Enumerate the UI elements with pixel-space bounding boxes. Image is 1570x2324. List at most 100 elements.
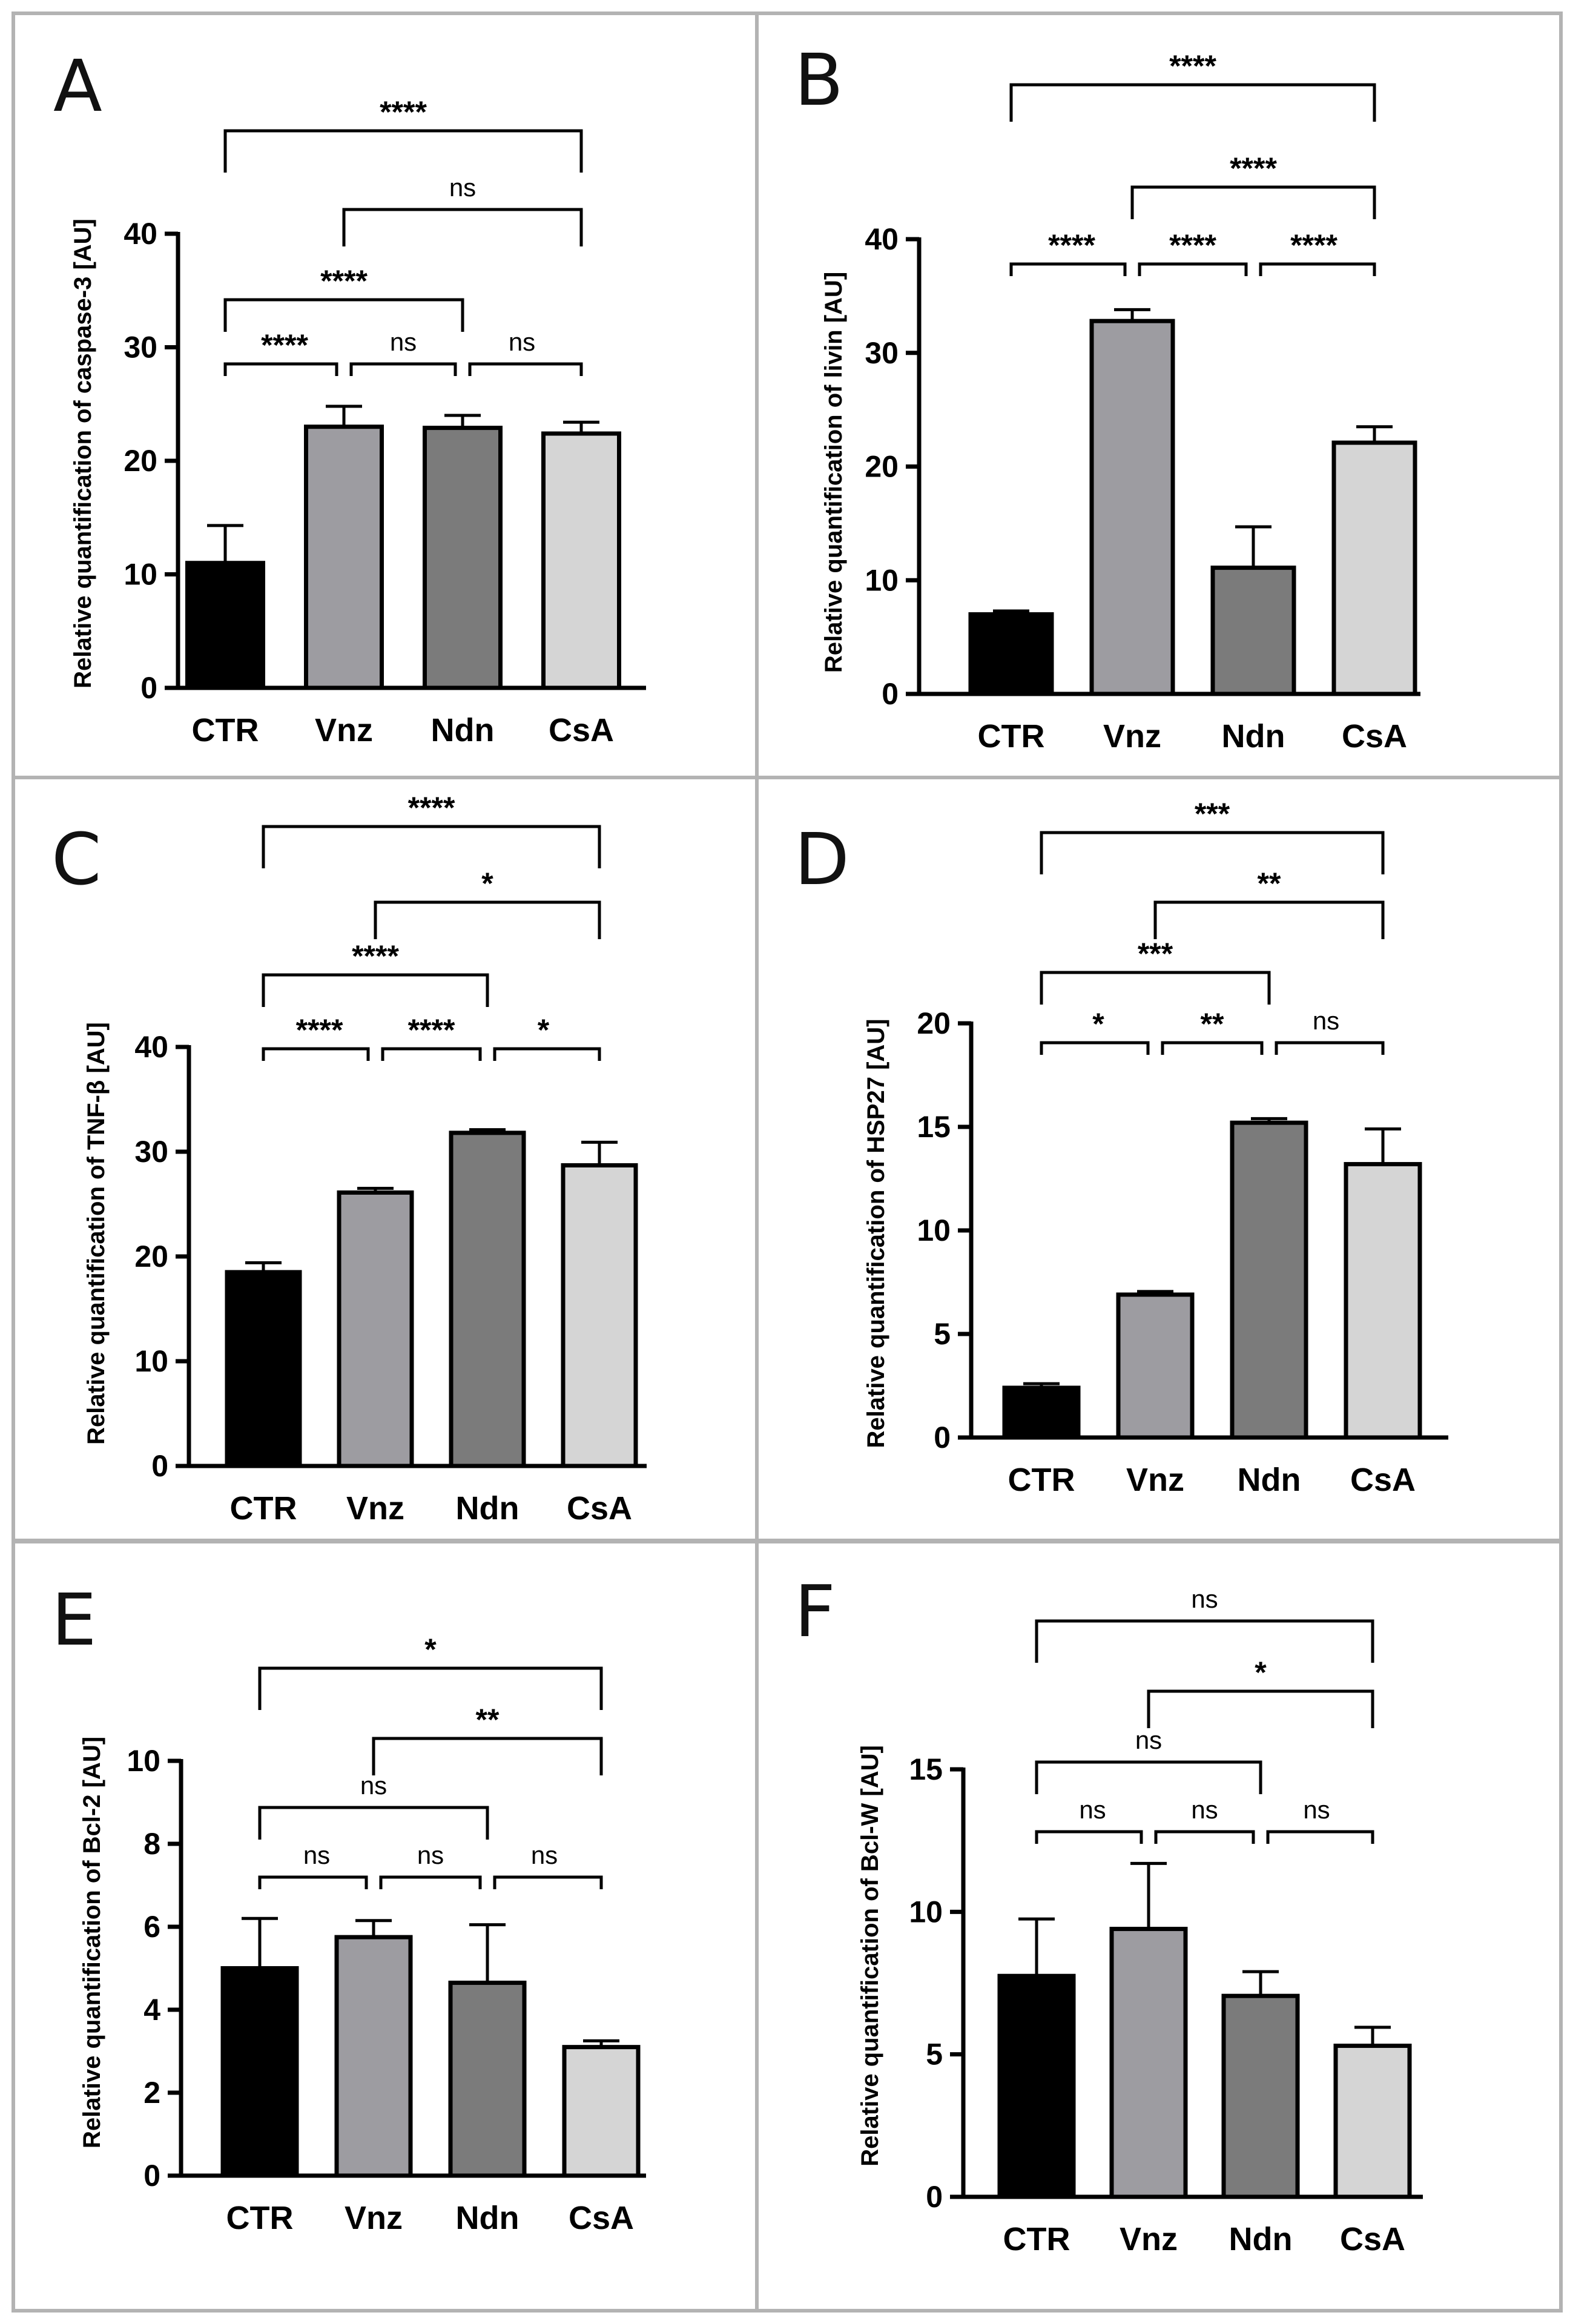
- category-label: CTR: [978, 718, 1045, 754]
- significance-bracket: [1147, 1689, 1374, 1728]
- category-label: Vnz: [345, 2200, 403, 2236]
- panel-letter: A: [53, 44, 102, 128]
- significance-bracket: [1009, 83, 1376, 122]
- category-label: CsA: [549, 712, 614, 748]
- panel-letter: B: [794, 38, 843, 122]
- bar-vnz: [1116, 1292, 1195, 1440]
- significance-bracket: [262, 973, 489, 1007]
- significance-label: ****: [1169, 49, 1216, 83]
- y-tick-label: 0: [143, 2159, 160, 2193]
- significance-bracket: [1130, 185, 1376, 219]
- y-tick-label: 40: [865, 222, 899, 256]
- significance-bracket: [1138, 262, 1248, 276]
- significance-bracket: [1154, 1830, 1255, 1844]
- y-tick-label: 0: [140, 671, 157, 705]
- y-tick-label: 5: [934, 1317, 951, 1351]
- bar-ndn: [423, 426, 503, 690]
- significance-bracket: [258, 1806, 489, 1840]
- significance-bracket: [349, 362, 457, 376]
- significance-bracket: [1035, 1619, 1374, 1663]
- bar-vnz: [1089, 319, 1175, 696]
- significance-label: **: [1201, 1007, 1224, 1041]
- significance-bracket: [381, 1047, 482, 1061]
- significance-bracket: [1035, 1760, 1262, 1794]
- panel-frame: [755, 1540, 1563, 2312]
- category-label: Vnz: [346, 1490, 404, 1527]
- y-tick-label: 20: [124, 444, 157, 478]
- significance-label: ****: [261, 328, 308, 362]
- panel-b: B 0 10 20 30 40 Relative quantification of liv…: [755, 12, 1563, 779]
- significance-bracket: [372, 1737, 603, 1775]
- y-tick-label: 10: [134, 1344, 168, 1378]
- bar-csa: [1333, 2044, 1412, 2199]
- bar-vnz: [1109, 1927, 1188, 2199]
- category-label: Ndn: [1238, 1462, 1301, 1498]
- y-tick-label: 15: [917, 1110, 951, 1144]
- significance-bracket: [1259, 262, 1376, 276]
- y-axis-title: Relative quantification of livin [AU]: [820, 272, 847, 673]
- bar-ndn: [448, 1980, 527, 2178]
- panel-d: D 0 5 10 15 20 Relative quantification of HSP2…: [755, 776, 1563, 1542]
- y-tick-label: 5: [926, 2038, 943, 2071]
- significance-bracket: [1040, 1041, 1150, 1055]
- significance-label: ns: [1313, 1006, 1339, 1035]
- significance-label: ***: [1195, 797, 1230, 831]
- category-label: CsA: [1350, 1462, 1416, 1498]
- y-tick-label: 30: [865, 336, 899, 370]
- category-label: CsA: [1342, 718, 1407, 754]
- bar-vnz: [337, 1190, 414, 1468]
- significance-bracket: [342, 208, 583, 246]
- significance-label: ns: [1135, 1726, 1162, 1754]
- y-tick-label: 20: [134, 1240, 168, 1273]
- bar-ndn: [1221, 1993, 1300, 2199]
- category-label: Vnz: [1120, 2221, 1178, 2257]
- bar-csa: [561, 1163, 638, 1468]
- significance-bracket: [468, 362, 583, 376]
- panel-letter: D: [794, 817, 849, 901]
- panel-c: C 0 10 20 30 40 Relative quantification of TNF…: [12, 776, 759, 1542]
- y-axis-title: Relative quantification of caspase-3 [AU…: [70, 219, 96, 688]
- significance-bracket: [374, 900, 601, 939]
- significance-bracket: [223, 298, 464, 332]
- significance-bracket: [493, 1047, 601, 1061]
- category-label: CsA: [1340, 2221, 1405, 2257]
- bar-csa: [541, 431, 621, 690]
- panel-e: E 0 2 4 6 8 10 Relative quantification of Bcl-2…: [12, 1540, 759, 2312]
- y-axis-title: Relative quantification of Bcl-2 [AU]: [79, 1737, 105, 2148]
- y-tick-label: 0: [926, 2180, 943, 2214]
- category-label: CTR: [1003, 2221, 1070, 2257]
- category-label: Vnz: [315, 712, 373, 748]
- category-label: Ndn: [1229, 2221, 1293, 2257]
- significance-bracket: [262, 825, 601, 868]
- significance-label: ns: [531, 1841, 558, 1869]
- y-tick-label: 20: [917, 1006, 951, 1040]
- bar-vnz: [334, 1935, 413, 2178]
- significance-bracket: [223, 129, 583, 173]
- bar-csa: [1331, 440, 1417, 696]
- significance-label: *: [424, 1632, 437, 1666]
- bar-ctr: [225, 1270, 302, 1468]
- category-label: CsA: [569, 2200, 634, 2236]
- significance-label: ns: [360, 1771, 387, 1800]
- significance-label: **: [476, 1703, 500, 1737]
- significance-label: ****: [1169, 228, 1216, 262]
- significance-label: ***: [1138, 937, 1173, 971]
- significance-label: ****: [1048, 228, 1095, 262]
- y-tick-label: 0: [934, 1421, 951, 1454]
- significance-label: ****: [380, 95, 427, 129]
- bar-ctr: [968, 612, 1054, 696]
- significance-label: ****: [408, 791, 455, 825]
- significance-label: ns: [1191, 1585, 1218, 1613]
- category-label: CsA: [567, 1490, 632, 1527]
- significance-label: ****: [1230, 151, 1277, 185]
- bar-ndn: [1210, 566, 1296, 696]
- significance-bracket: [493, 1875, 603, 1889]
- significance-label: ****: [408, 1013, 455, 1047]
- y-tick-label: 4: [143, 1993, 160, 2027]
- bar-ctr: [185, 561, 265, 690]
- y-tick-label: 10: [127, 1744, 160, 1778]
- bar-csa: [562, 2045, 641, 2178]
- y-tick-label: 40: [134, 1030, 168, 1064]
- category-label: Vnz: [1103, 718, 1161, 754]
